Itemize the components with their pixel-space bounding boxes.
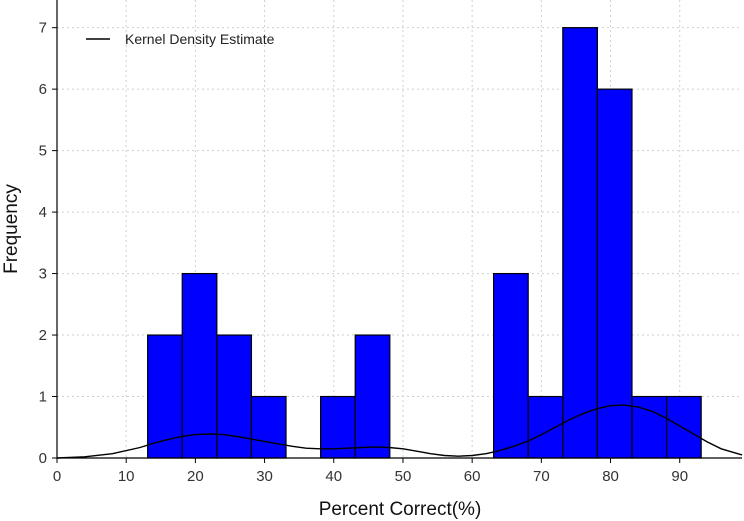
histogram-bar [250,395,287,459]
histogram-bar [493,272,529,459]
x-tick-label: 60 [464,468,481,485]
x-tick-label: 40 [325,468,342,485]
x-tick-label: 90 [671,468,688,485]
histogram-bar [596,88,633,459]
histogram-bar [354,334,391,459]
histogram-bar [147,334,183,459]
y-axis-ticks: 0 1 2 3 4 5 6 7 [39,20,57,467]
y-tick-label: 0 [39,450,47,467]
y-tick-label: 3 [39,266,47,283]
histogram-bar [665,395,702,459]
histogram-bar [216,334,253,459]
y-tick-label: 7 [39,20,47,37]
y-tick-label: 5 [39,143,47,160]
axes [56,0,742,459]
y-tick-label: 6 [39,81,47,98]
y-axis-title: Frequency [1,184,22,274]
y-tick-label: 2 [39,327,47,344]
y-tick-label: 1 [39,389,47,406]
legend: Kernel Density Estimate [86,31,275,47]
x-tick-label: 20 [187,468,204,485]
histogram-bar [181,272,218,459]
x-tick-label: 50 [395,468,412,485]
x-tick-label: 30 [256,468,273,485]
x-tick-label: 70 [533,468,550,485]
histogram-bar [527,395,564,459]
histogram-bar [631,395,668,459]
x-tick-label: 10 [118,468,135,485]
x-tick-label: 0 [53,468,61,485]
x-axis-ticks: 0 10 20 30 40 50 60 70 80 90 [53,458,688,485]
x-tick-label: 80 [602,468,619,485]
legend-label: Kernel Density Estimate [125,31,275,47]
x-axis-title: Percent Correct(%) [319,499,482,520]
histogram-bar [562,27,598,459]
y-tick-label: 4 [39,204,47,221]
kde-line [56,404,743,459]
